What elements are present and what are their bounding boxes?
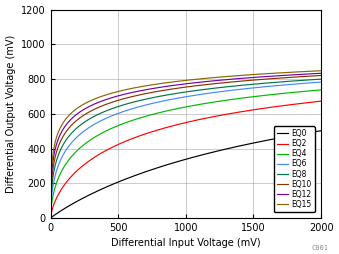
Y-axis label: Differential Output Voltage (mV): Differential Output Voltage (mV) — [5, 35, 16, 193]
Line: EQ8: EQ8 — [51, 79, 321, 218]
EQ4 — [314, 89, 318, 92]
EQ15 — [164, 81, 168, 84]
Line: EQ0: EQ0 — [51, 131, 321, 218]
EQ6 — [164, 99, 168, 102]
EQ4 — [96, 134, 100, 137]
X-axis label: Differential Input Voltage (mV): Differential Input Voltage (mV) — [111, 239, 261, 248]
Line: EQ4: EQ4 — [51, 90, 321, 218]
EQ2 — [152, 130, 156, 133]
EQ8 — [152, 96, 156, 99]
EQ4 — [164, 109, 168, 113]
EQ6 — [285, 83, 289, 86]
EQ12 — [319, 72, 323, 75]
EQ12 — [152, 87, 156, 90]
EQ2 — [79, 165, 83, 168]
EQ2 — [164, 126, 168, 129]
Line: EQ6: EQ6 — [51, 82, 321, 218]
EQ4 — [48, 216, 53, 219]
EQ6 — [319, 81, 323, 84]
EQ12 — [96, 101, 100, 104]
EQ6 — [96, 121, 100, 124]
EQ10 — [314, 74, 318, 77]
EQ4 — [319, 88, 323, 91]
EQ15 — [285, 71, 289, 74]
EQ0 — [79, 197, 83, 200]
EQ12 — [314, 72, 318, 75]
EQ2 — [319, 100, 323, 103]
EQ10 — [319, 74, 323, 77]
Line: EQ2: EQ2 — [51, 101, 321, 218]
EQ8 — [285, 80, 289, 83]
EQ6 — [79, 132, 83, 135]
EQ2 — [314, 100, 318, 103]
Line: EQ15: EQ15 — [51, 71, 321, 218]
EQ8 — [48, 216, 53, 219]
EQ0 — [285, 135, 289, 138]
EQ4 — [285, 91, 289, 94]
EQ4 — [152, 113, 156, 116]
EQ0 — [319, 129, 323, 132]
EQ0 — [314, 130, 318, 133]
EQ15 — [96, 96, 100, 99]
Line: EQ12: EQ12 — [51, 73, 321, 218]
EQ10 — [285, 76, 289, 79]
EQ12 — [164, 85, 168, 88]
EQ10 — [48, 216, 53, 219]
EQ15 — [79, 104, 83, 107]
EQ10 — [164, 88, 168, 91]
EQ12 — [79, 109, 83, 113]
EQ8 — [319, 77, 323, 81]
EQ2 — [96, 154, 100, 157]
EQ15 — [319, 69, 323, 72]
EQ2 — [48, 216, 53, 219]
EQ0 — [48, 216, 53, 219]
EQ0 — [96, 189, 100, 193]
EQ8 — [96, 113, 100, 116]
EQ8 — [79, 123, 83, 126]
EQ15 — [314, 69, 318, 72]
EQ8 — [164, 94, 168, 97]
EQ0 — [152, 167, 156, 170]
Text: C001: C001 — [312, 245, 329, 251]
Line: EQ10: EQ10 — [51, 75, 321, 218]
EQ0 — [164, 164, 168, 167]
EQ2 — [285, 104, 289, 107]
EQ4 — [79, 145, 83, 148]
EQ10 — [96, 106, 100, 109]
EQ15 — [48, 216, 53, 219]
EQ6 — [48, 216, 53, 219]
EQ10 — [152, 90, 156, 93]
EQ10 — [79, 115, 83, 118]
EQ8 — [314, 78, 318, 81]
EQ6 — [314, 81, 318, 84]
EQ6 — [152, 101, 156, 104]
EQ12 — [48, 216, 53, 219]
EQ15 — [152, 83, 156, 86]
Legend: EQ0, EQ2, EQ4, EQ6, EQ8, EQ10, EQ12, EQ15: EQ0, EQ2, EQ4, EQ6, EQ8, EQ10, EQ12, EQ1… — [274, 126, 315, 212]
EQ12 — [285, 74, 289, 77]
